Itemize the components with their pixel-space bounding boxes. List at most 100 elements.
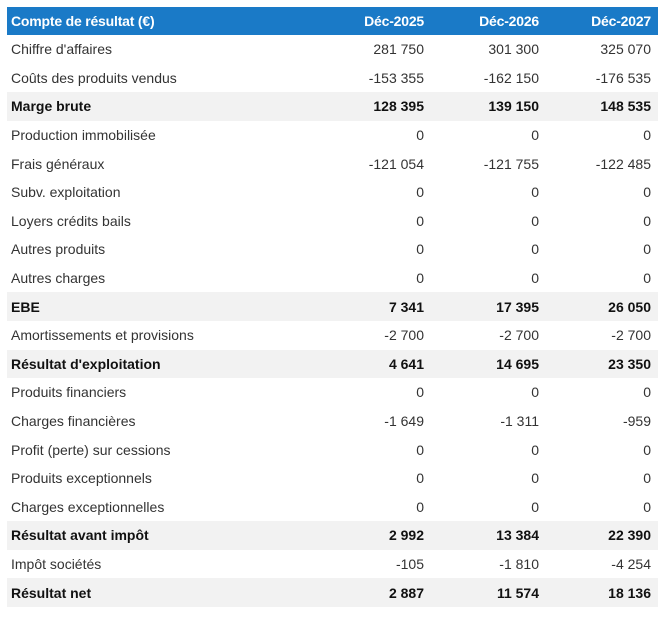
value-dec-2026: 14 695 [428,349,543,379]
value-dec-2025: 0 [416,241,424,258]
table-row: Production immobilisée 0 0 0 [7,121,658,150]
row-label: Production immobilisée [11,127,156,144]
value-dec-2026: 0 [531,184,539,201]
row-label: Amortissements et provisions [11,327,194,344]
value-dec-2026: 0 [531,470,539,487]
value-dec-2026: 13 384 [428,521,543,550]
value-dec-2027: 0 [643,470,651,487]
value-dec-2025: -2 700 [384,327,424,344]
row-label: Charges financières [11,413,136,430]
value-dec-2027: 0 [643,212,651,229]
value-dec-2026: -2 700 [499,327,539,344]
value-dec-2026: 0 [531,212,539,229]
row-label: Subv. exploitation [11,184,121,201]
value-dec-2027: 0 [643,127,651,144]
value-dec-2025: 7 341 [313,292,428,321]
value-dec-2025: 0 [416,498,424,515]
value-dec-2026: 139 150 [428,92,543,121]
row-label: Frais généraux [11,155,105,172]
value-dec-2025: 0 [416,184,424,201]
table-row: Coûts des produits vendus -153 355 -162 15… [7,64,658,93]
value-dec-2026: 0 [531,127,539,144]
income-statement-table-container: Compte de résultat (€) Déc-2025 Déc-2026… [7,7,658,607]
table-row-total: Résultat avant impôt 2 992 13 384 22 390 [7,521,658,550]
table-row-total: Marge brute 128 395 139 150 148 535 [7,92,658,121]
value-dec-2025: -1 649 [384,413,424,430]
value-dec-2027: -122 485 [595,155,651,172]
table-row: Produits exceptionnels 0 0 0 [7,464,658,493]
table-row: Charges exceptionnelles 0 0 0 [7,493,658,522]
table-row: Impôt sociétés -105 -1 810 -4 254 [7,550,658,579]
value-dec-2026: 0 [531,384,539,401]
table-row: Produits financiers 0 0 0 [7,378,658,407]
value-dec-2027: 325 070 [600,41,651,58]
table-row-total: Résultat d'exploitation 4 641 14 695 23 350 [7,349,658,379]
value-dec-2025: 0 [416,470,424,487]
value-dec-2026: 0 [531,270,539,287]
value-dec-2027: 0 [643,441,651,458]
value-dec-2026: -162 150 [483,69,539,86]
value-dec-2027: 0 [643,498,651,515]
income-statement-table: Compte de résultat (€) Déc-2025 Déc-2026… [7,7,658,607]
row-label: EBE [7,292,313,321]
table-row: Autres charges 0 0 0 [7,264,658,293]
value-dec-2025: 0 [416,441,424,458]
value-dec-2026: 0 [531,498,539,515]
row-label: Autres charges [11,270,106,287]
value-dec-2027: 22 390 [543,521,658,550]
row-label: Impôt sociétés [11,555,102,572]
table-row: Subv. exploitation 0 0 0 [7,178,658,207]
value-dec-2027: -959 [622,413,651,430]
table-row: Frais généraux -121 054 -121 755 -122 485 [7,149,658,178]
value-dec-2027: 148 535 [543,92,658,121]
table-row: Autres produits 0 0 0 [7,235,658,264]
row-label: Produits financiers [11,384,127,401]
table-row-total: Résultat net 2 887 11 574 18 136 [7,578,658,607]
value-dec-2027: 0 [643,184,651,201]
table-header-row: Compte de résultat (€) Déc-2025 Déc-2026… [7,7,658,35]
row-label: Résultat d'exploitation [7,349,313,379]
value-dec-2026: -1 810 [499,555,539,572]
value-dec-2027: -2 700 [611,327,651,344]
table-row-total: EBE 7 341 17 395 26 050 [7,292,658,321]
row-label: Résultat net [7,578,313,607]
value-dec-2025: 0 [416,384,424,401]
row-label: Marge brute [7,92,313,121]
value-dec-2027: 23 350 [543,349,658,379]
value-dec-2026: 11 574 [428,578,543,607]
value-dec-2027: 0 [643,384,651,401]
value-dec-2025: 0 [416,127,424,144]
row-label: Autres produits [11,241,106,258]
value-dec-2025: -121 054 [368,155,424,172]
value-dec-2026: 0 [531,241,539,258]
value-dec-2025: 4 641 [313,349,428,379]
column-header-dec-2025: Déc-2025 [313,7,428,35]
value-dec-2027: -176 535 [595,69,651,86]
value-dec-2025: 0 [416,270,424,287]
row-label: Charges exceptionnelles [11,498,165,515]
value-dec-2027: -4 254 [611,555,651,572]
row-label: Loyers crédits bails [11,212,131,229]
value-dec-2025: 2 887 [313,578,428,607]
value-dec-2026: -121 755 [483,155,539,172]
column-header-dec-2027: Déc-2027 [543,7,658,35]
row-label: Chiffre d'affaires [11,41,112,58]
value-dec-2027: 0 [643,241,651,258]
column-header-title: Compte de résultat (€) [7,7,313,35]
value-dec-2026: -1 311 [500,413,539,430]
table-row: Charges financières -1 649 -1 311 -959 [7,407,658,436]
table-body: Chiffre d'affaires 281 750 301 300 325 070 C… [7,35,658,607]
value-dec-2025: 0 [416,212,424,229]
value-dec-2025: 128 395 [313,92,428,121]
row-label: Profit (perte) sur cessions [11,441,171,458]
value-dec-2025: -153 355 [368,69,424,86]
value-dec-2026: 0 [531,441,539,458]
value-dec-2026: 301 300 [488,41,539,58]
row-label: Produits exceptionnels [11,470,152,487]
row-label: Résultat avant impôt [7,521,313,550]
value-dec-2025: 2 992 [313,521,428,550]
value-dec-2025: 281 750 [373,41,424,58]
value-dec-2027: 0 [643,270,651,287]
row-label: Coûts des produits vendus [11,69,177,86]
value-dec-2026: 17 395 [428,292,543,321]
